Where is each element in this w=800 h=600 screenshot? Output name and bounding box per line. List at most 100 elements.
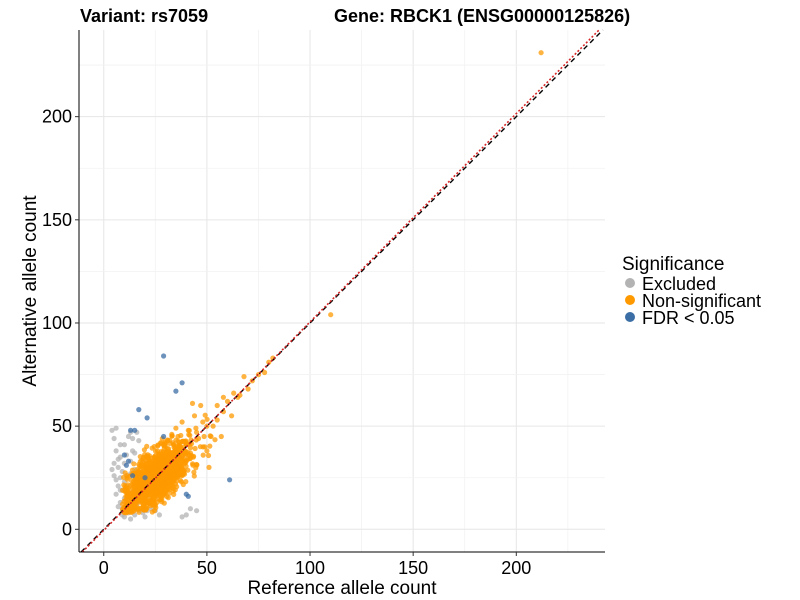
point-non-significant [130,481,136,487]
point-non-significant [182,459,188,465]
point-excluded [156,512,162,518]
point-non-significant [144,443,150,449]
point-non-significant [144,460,150,466]
point-excluded [117,442,123,448]
point-non-significant [152,454,158,460]
point-excluded [142,514,148,520]
point-non-significant [224,398,231,404]
point-fdr [179,380,185,386]
point-non-significant [123,509,129,515]
point-non-significant [141,468,147,474]
point-excluded [109,466,115,473]
point-non-significant [165,495,171,501]
point-non-significant [196,435,202,442]
chart-title-variant: Variant: rs7059 [80,6,208,26]
point-non-significant [200,419,206,425]
point-excluded [128,516,134,522]
point-non-significant [201,433,207,440]
chart-title-gene: Gene: RBCK1 (ENSG00000125826) [334,6,630,26]
point-non-significant [171,442,177,448]
point-fdr [227,477,233,483]
point-non-significant [121,474,127,480]
point-non-significant [175,433,181,440]
point-excluded [187,506,193,512]
point-non-significant [137,454,143,460]
point-non-significant [131,491,137,497]
point-non-significant [137,484,143,490]
y-axis-label: Alternative allele count [20,195,41,387]
point-excluded [121,442,127,448]
point-fdr [128,427,134,433]
point-non-significant [187,432,193,438]
point-non-significant [206,464,212,470]
point-non-significant [187,450,193,456]
point-non-significant [198,402,204,409]
point-non-significant [150,496,156,502]
point-non-significant [245,386,251,392]
point-non-significant [165,438,171,444]
point-non-significant [154,481,160,487]
point-non-significant [179,464,185,470]
point-non-significant [214,417,220,423]
point-non-significant [141,481,147,487]
point-non-significant [189,400,196,406]
x-tick-label: 200 [501,558,531,578]
point-excluded [111,435,117,442]
point-non-significant [154,488,160,495]
point-non-significant [131,461,137,467]
point-non-significant [207,443,213,449]
x-axis-ticks: 0 50 100 150 200 [99,552,531,578]
legend-label-non-significant: Non-significant [642,291,761,311]
point-non-significant [169,431,175,437]
point-non-significant [150,471,156,477]
point-non-significant [183,440,189,446]
point-excluded [136,438,142,444]
point-non-significant [160,492,167,498]
y-tick-label: 200 [42,107,72,127]
point-non-significant [202,412,208,418]
point-excluded [125,433,132,440]
point-non-significant [160,449,166,455]
point-non-significant [175,438,181,444]
point-non-significant [192,445,198,452]
point-fdr [130,473,136,479]
point-non-significant [179,419,185,425]
legend-label-excluded: Excluded [642,274,716,294]
y-tick-label: 50 [52,416,72,436]
point-non-significant [158,458,165,464]
point-non-significant [208,433,214,440]
point-non-significant [212,437,218,443]
point-excluded [179,514,185,520]
legend-key-excluded [625,278,635,288]
point-excluded [132,450,138,456]
point-non-significant [170,483,176,489]
point-non-significant [145,452,151,458]
legend-key-fdr [625,312,635,322]
point-non-significant [167,475,173,481]
point-non-significant [125,485,131,492]
point-non-significant [194,429,200,435]
x-tick-label: 50 [197,558,217,578]
point-non-significant [176,472,182,478]
point-non-significant [141,507,147,513]
point-non-significant [151,507,158,514]
data-points [109,50,544,522]
point-non-significant [191,473,197,479]
identity-line [80,29,604,553]
point-non-significant [131,507,137,513]
point-non-significant [177,477,183,483]
point-fdr [136,407,142,413]
y-tick-label: 100 [42,313,72,333]
point-fdr [173,388,179,394]
point-non-significant [135,469,141,475]
point-non-significant [328,312,334,318]
y-tick-label: 150 [42,210,72,230]
point-non-significant [166,449,172,455]
point-non-significant [204,416,210,422]
point-non-significant [131,502,138,508]
point-non-significant [538,50,544,56]
legend-label-fdr: FDR < 0.05 [642,308,735,328]
point-non-significant [262,369,268,376]
point-non-significant [191,413,198,419]
legend-key-non-significant [625,295,635,305]
